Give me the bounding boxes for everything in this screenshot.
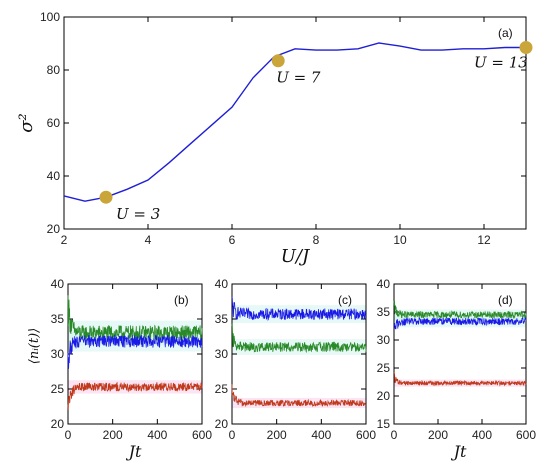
density-trace-green bbox=[67, 295, 203, 342]
x-tick-label: 600 bbox=[192, 428, 212, 442]
y-tick-label: 20 bbox=[377, 389, 391, 403]
y-tick-label: 30 bbox=[377, 333, 391, 347]
x-tick-label: 6 bbox=[229, 233, 236, 247]
x-tick-label: 400 bbox=[147, 428, 167, 442]
density-trace-red bbox=[393, 371, 527, 387]
highlight-marker bbox=[519, 40, 533, 54]
y-tick-label: 40 bbox=[51, 277, 65, 291]
density-trace-green bbox=[231, 323, 367, 354]
y-tick-label: 35 bbox=[377, 305, 391, 319]
panel-d: 0 200 400 600 15 20 25 30 35 40 (d) Jt bbox=[377, 277, 537, 461]
y-tick-label: 30 bbox=[51, 347, 65, 361]
x-tick-label: 200 bbox=[428, 428, 448, 442]
y-tick-label: 35 bbox=[51, 312, 65, 326]
density-trace-red bbox=[231, 384, 367, 408]
y-tick-label: 25 bbox=[51, 382, 65, 396]
panel-b: 0 200 400 600 20 25 30 35 40 (b) Jt ⟨nᵢ(t)⟩ bbox=[27, 277, 212, 461]
x-tick-label: 400 bbox=[311, 428, 331, 442]
panel-tag: (c) bbox=[338, 293, 352, 307]
density-trace-red bbox=[67, 381, 203, 411]
marker-label: U = 13 bbox=[474, 53, 528, 71]
panel-tag: (d) bbox=[498, 293, 513, 307]
y-tick-label: 60 bbox=[47, 116, 61, 130]
x-tick-label: 0 bbox=[229, 428, 236, 442]
panel-c: 0 200 400 600 20 25 30 35 40 (c) bbox=[215, 277, 377, 442]
y-axis-label: σ² bbox=[16, 113, 37, 133]
y-tick-label: 40 bbox=[215, 277, 229, 291]
x-tick-label: 10 bbox=[393, 233, 407, 247]
y-tick-label: 20 bbox=[215, 417, 229, 431]
panel-a: 2 4 6 8 10 12 20 40 60 80 100 U = 3 U = 7 U = 13 (a) U/… bbox=[16, 10, 533, 267]
y-tick-label: 40 bbox=[47, 169, 61, 183]
x-tick-label: 4 bbox=[145, 233, 152, 247]
x-axis-label: Jt bbox=[451, 442, 467, 461]
density-trace-blue bbox=[67, 334, 203, 369]
x-axis-label: U/J bbox=[281, 246, 311, 267]
x-tick-label: 12 bbox=[477, 233, 491, 247]
x-tick-label: 0 bbox=[391, 428, 398, 442]
x-tick-label: 600 bbox=[516, 428, 536, 442]
y-tick-label: 80 bbox=[47, 63, 61, 77]
panel-tag: (b) bbox=[174, 293, 189, 307]
highlight-marker bbox=[271, 54, 285, 68]
density-trace-blue bbox=[231, 296, 367, 322]
y-tick-label: 25 bbox=[215, 382, 229, 396]
marker-label: U = 7 bbox=[276, 69, 321, 87]
sigma-squared-line bbox=[63, 42, 526, 202]
y-tick-label: 20 bbox=[51, 417, 65, 431]
density-trace-blue bbox=[393, 316, 527, 330]
y-tick-label: 40 bbox=[377, 277, 391, 291]
x-tick-label: 2 bbox=[61, 233, 68, 247]
y-tick-label: 30 bbox=[215, 347, 229, 361]
x-tick-label: 200 bbox=[103, 428, 123, 442]
density-trace-green bbox=[393, 300, 527, 320]
y-tick-label: 15 bbox=[377, 417, 391, 431]
x-tick-label: 600 bbox=[356, 428, 376, 442]
highlight-marker bbox=[99, 190, 113, 204]
y-tick-label: 20 bbox=[47, 222, 61, 236]
y-tick-label: 25 bbox=[377, 361, 391, 375]
y-tick-label: 100 bbox=[40, 10, 60, 24]
y-axis-label: ⟨nᵢ(t)⟩ bbox=[27, 328, 42, 365]
x-tick-label: 400 bbox=[472, 428, 492, 442]
plot-frame bbox=[393, 283, 527, 425]
y-tick-label: 35 bbox=[215, 312, 229, 326]
x-tick-label: 0 bbox=[65, 428, 72, 442]
panel-tag: (a) bbox=[498, 26, 513, 40]
x-axis-label: Jt bbox=[126, 442, 142, 461]
marker-label: U = 3 bbox=[116, 205, 160, 223]
x-tick-label: 8 bbox=[313, 233, 320, 247]
x-tick-label: 200 bbox=[267, 428, 287, 442]
